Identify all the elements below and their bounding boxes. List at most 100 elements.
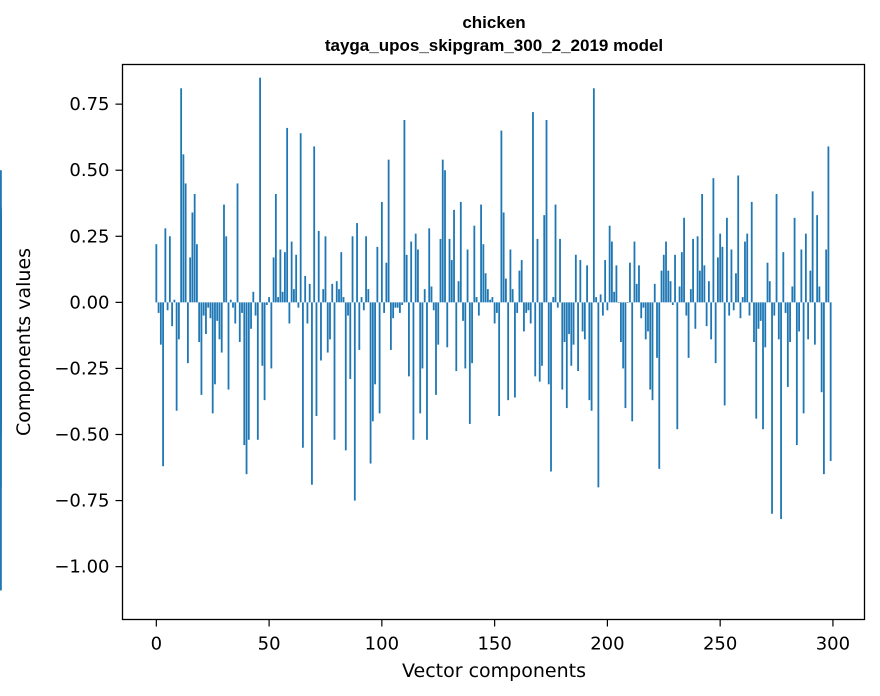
bar — [529, 302, 532, 324]
bar — [315, 302, 318, 416]
bar — [182, 154, 185, 303]
bar — [678, 286, 681, 303]
bar — [511, 289, 514, 303]
bar — [367, 289, 370, 303]
bar — [561, 302, 564, 390]
bar — [829, 302, 832, 461]
bar — [495, 302, 498, 313]
bar — [809, 270, 812, 303]
bar — [482, 244, 485, 303]
bar — [717, 257, 719, 303]
bar — [647, 302, 649, 332]
bar — [200, 302, 203, 395]
bar — [604, 260, 607, 303]
bar — [710, 302, 713, 340]
bar — [813, 302, 816, 345]
bar — [455, 302, 458, 372]
bar — [335, 281, 338, 303]
bar — [523, 302, 525, 332]
bar — [414, 233, 417, 303]
bar — [737, 175, 740, 303]
bar — [777, 302, 780, 340]
bar — [252, 291, 255, 303]
bar — [611, 241, 613, 303]
bar — [462, 302, 464, 321]
bar — [606, 302, 609, 311]
bar — [547, 302, 550, 385]
chart-title: chicken — [462, 13, 525, 32]
y-tick-label: 0.25 — [69, 226, 109, 247]
bar — [698, 270, 701, 303]
bar — [338, 289, 340, 303]
x-tick-label: 50 — [258, 634, 281, 655]
bar — [405, 254, 408, 303]
bar — [399, 302, 401, 313]
bar — [211, 302, 214, 414]
bar — [753, 302, 755, 342]
bar — [516, 302, 519, 313]
bar — [214, 302, 216, 385]
bar — [0, 302, 2, 591]
bar — [484, 273, 487, 303]
bar — [527, 302, 530, 311]
bar — [762, 302, 764, 430]
bar — [383, 302, 386, 313]
bar — [676, 302, 679, 430]
bar — [187, 302, 189, 364]
bar — [701, 194, 704, 303]
bar — [660, 270, 663, 303]
bar — [419, 302, 422, 414]
bar — [631, 302, 634, 422]
bar — [218, 302, 221, 340]
bar — [430, 286, 433, 303]
bar — [387, 159, 390, 303]
bar — [245, 302, 248, 475]
bar — [649, 302, 652, 390]
bar — [193, 194, 196, 303]
bar — [802, 302, 805, 414]
chart-subtitle: tayga_upos_skipgram_300_2_2019 model — [325, 36, 663, 55]
bar — [694, 302, 697, 329]
bar — [274, 194, 277, 303]
bar — [265, 302, 268, 305]
bar — [412, 302, 415, 440]
bar — [205, 302, 207, 335]
bar — [703, 265, 706, 303]
bar — [349, 302, 352, 379]
bar — [635, 283, 638, 303]
bar — [477, 302, 480, 316]
bar — [283, 252, 286, 303]
bar — [313, 146, 316, 303]
bar — [773, 302, 776, 316]
bar — [689, 289, 692, 303]
bar — [798, 302, 800, 332]
bar — [626, 302, 629, 303]
bar — [592, 88, 595, 303]
bar — [667, 270, 670, 303]
bar — [595, 297, 598, 303]
bar — [644, 302, 647, 340]
bar — [234, 302, 237, 324]
bar — [764, 302, 767, 348]
x-tick-label: 0 — [151, 634, 162, 655]
bar — [759, 302, 762, 321]
bar — [601, 302, 604, 316]
bar — [793, 217, 796, 303]
bar — [184, 183, 187, 303]
bar — [241, 302, 243, 313]
bar — [329, 302, 331, 340]
bar — [227, 302, 230, 390]
bar — [608, 225, 611, 303]
bar — [261, 302, 264, 366]
bar — [687, 302, 690, 358]
bar — [435, 302, 437, 395]
bar — [538, 302, 541, 382]
bar — [324, 236, 327, 303]
bar — [164, 228, 167, 303]
bar — [735, 273, 737, 303]
bar — [475, 297, 478, 303]
bar — [408, 302, 410, 377]
y-tick-label: −0.75 — [54, 491, 109, 512]
bar — [741, 297, 744, 303]
bar — [552, 297, 555, 303]
